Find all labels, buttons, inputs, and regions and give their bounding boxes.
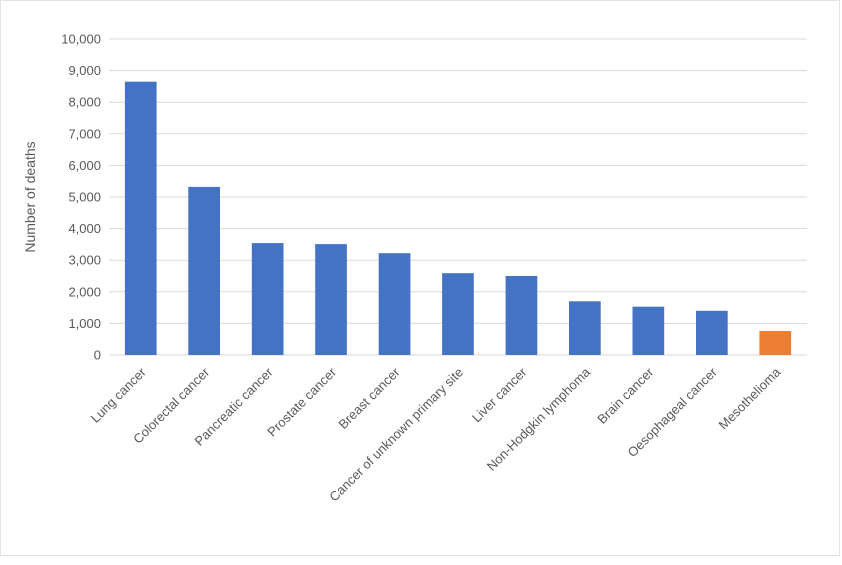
bar-oesophageal-cancer xyxy=(696,310,728,355)
bar-colorectal-cancer xyxy=(188,186,220,355)
x-tick-label: Lung cancer xyxy=(88,364,150,426)
y-tick-label: 2,000 xyxy=(68,284,101,299)
bar-prostate-cancer xyxy=(315,244,347,355)
x-tick-label: Liver cancer xyxy=(469,364,530,425)
y-tick-label: 8,000 xyxy=(68,95,101,110)
y-tick-label: 4,000 xyxy=(68,221,101,236)
y-tick-label: 9,000 xyxy=(68,63,101,78)
bar-cancer-of-unknown-primary-site xyxy=(442,273,474,355)
y-tick-label: 3,000 xyxy=(68,253,101,268)
x-tick-label: Mesothelioma xyxy=(716,364,784,432)
bar-pancreatic-cancer xyxy=(251,243,284,355)
grid-lines xyxy=(109,38,807,356)
bar-lung-cancer xyxy=(124,81,157,355)
x-tick-label: Brain cancer xyxy=(594,364,657,427)
x-tick-label: Breast cancer xyxy=(335,364,403,432)
x-tick-label: Cancer of unknown primary site xyxy=(326,365,466,505)
y-tick-label: 7,000 xyxy=(68,126,101,141)
bars xyxy=(124,81,792,355)
bar-mesothelioma xyxy=(759,331,792,355)
x-tick-label: Prostate cancer xyxy=(264,364,339,439)
y-tick-label: 6,000 xyxy=(68,158,101,173)
y-tick-label: 5,000 xyxy=(68,190,101,205)
bar-brain-cancer xyxy=(632,306,665,355)
bar-liver-cancer xyxy=(505,276,538,355)
y-axis-title: Number of deaths xyxy=(22,141,38,252)
y-tick-label: 1,000 xyxy=(68,316,101,331)
y-axis-ticks: 0 1,000 2,000 3,000 4,000 5,000 6,000 7,000 8,00… xyxy=(61,32,101,363)
bar-breast-cancer xyxy=(378,253,411,355)
y-tick-label: 10,000 xyxy=(61,32,101,47)
x-tick-label: Non-Hodgkin lymphoma xyxy=(484,364,594,474)
bar-non-hodgkin-lymphoma xyxy=(569,301,601,355)
y-tick-label: 0 xyxy=(94,348,101,363)
